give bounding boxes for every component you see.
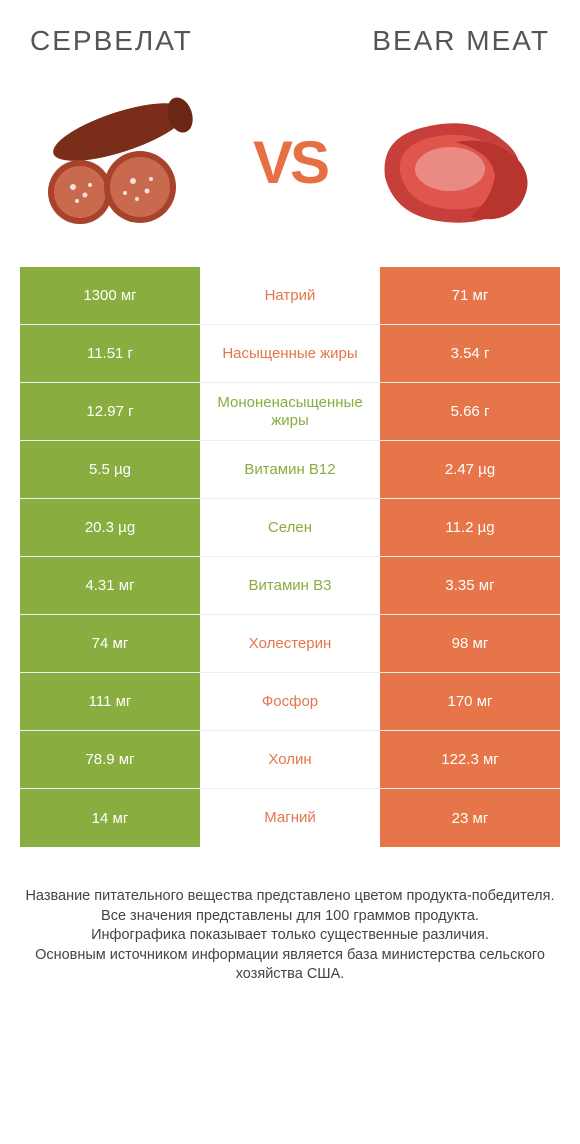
nutrient-label: Насыщенные жиры xyxy=(200,325,380,382)
table-row: 20.3 µgСелен11.2 µg xyxy=(20,499,560,557)
value-right: 23 мг xyxy=(380,789,560,847)
images-row: VS xyxy=(0,67,580,267)
meat-image xyxy=(355,87,555,237)
nutrient-label: Витамин B12 xyxy=(200,441,380,498)
table-row: 74 мгХолестерин98 мг xyxy=(20,615,560,673)
header: СЕРВЕЛАТ BEAR MEAT xyxy=(0,0,580,67)
nutrient-label: Селен xyxy=(200,499,380,556)
nutrient-label: Витамин B3 xyxy=(200,557,380,614)
nutrient-label: Холин xyxy=(200,731,380,788)
footer-line: Все значения представлены для 100 граммо… xyxy=(25,907,555,927)
value-left: 74 мг xyxy=(20,615,200,672)
value-right: 122.3 мг xyxy=(380,731,560,788)
value-right: 98 мг xyxy=(380,615,560,672)
value-right: 170 мг xyxy=(380,673,560,730)
sausage-image xyxy=(25,87,225,237)
value-right: 11.2 µg xyxy=(380,499,560,556)
title-left: СЕРВЕЛАТ xyxy=(30,25,193,57)
table-row: 12.97 гМононенасыщенные жиры5.66 г xyxy=(20,383,560,441)
footer: Название питательного вещества представл… xyxy=(0,847,580,1005)
value-left: 20.3 µg xyxy=(20,499,200,556)
comparison-table: 1300 мгНатрий71 мг11.51 гНасыщенные жиры… xyxy=(20,267,560,847)
table-row: 14 мгМагний23 мг xyxy=(20,789,560,847)
value-left: 11.51 г xyxy=(20,325,200,382)
table-row: 5.5 µgВитамин B122.47 µg xyxy=(20,441,560,499)
table-row: 11.51 гНасыщенные жиры3.54 г xyxy=(20,325,560,383)
nutrient-label: Натрий xyxy=(200,267,380,324)
title-right: BEAR MEAT xyxy=(372,25,550,57)
value-left: 78.9 мг xyxy=(20,731,200,788)
value-right: 3.35 мг xyxy=(380,557,560,614)
table-row: 4.31 мгВитамин B33.35 мг xyxy=(20,557,560,615)
value-right: 3.54 г xyxy=(380,325,560,382)
footer-line: Основным источником информации является … xyxy=(25,946,555,985)
nutrient-label: Фосфор xyxy=(200,673,380,730)
table-row: 78.9 мгХолин122.3 мг xyxy=(20,731,560,789)
nutrient-label: Холестерин xyxy=(200,615,380,672)
value-left: 111 мг xyxy=(20,673,200,730)
value-left: 4.31 мг xyxy=(20,557,200,614)
vs-label: VS xyxy=(253,128,327,197)
value-left: 14 мг xyxy=(20,789,200,847)
table-row: 1300 мгНатрий71 мг xyxy=(20,267,560,325)
value-left: 5.5 µg xyxy=(20,441,200,498)
value-right: 71 мг xyxy=(380,267,560,324)
table-row: 111 мгФосфор170 мг xyxy=(20,673,560,731)
nutrient-label: Мононенасыщенные жиры xyxy=(200,383,380,440)
footer-line: Инфографика показывает только существенн… xyxy=(25,926,555,946)
value-right: 5.66 г xyxy=(380,383,560,440)
nutrient-label: Магний xyxy=(200,789,380,847)
value-right: 2.47 µg xyxy=(380,441,560,498)
footer-line: Название питательного вещества представл… xyxy=(25,887,555,907)
value-left: 12.97 г xyxy=(20,383,200,440)
value-left: 1300 мг xyxy=(20,267,200,324)
